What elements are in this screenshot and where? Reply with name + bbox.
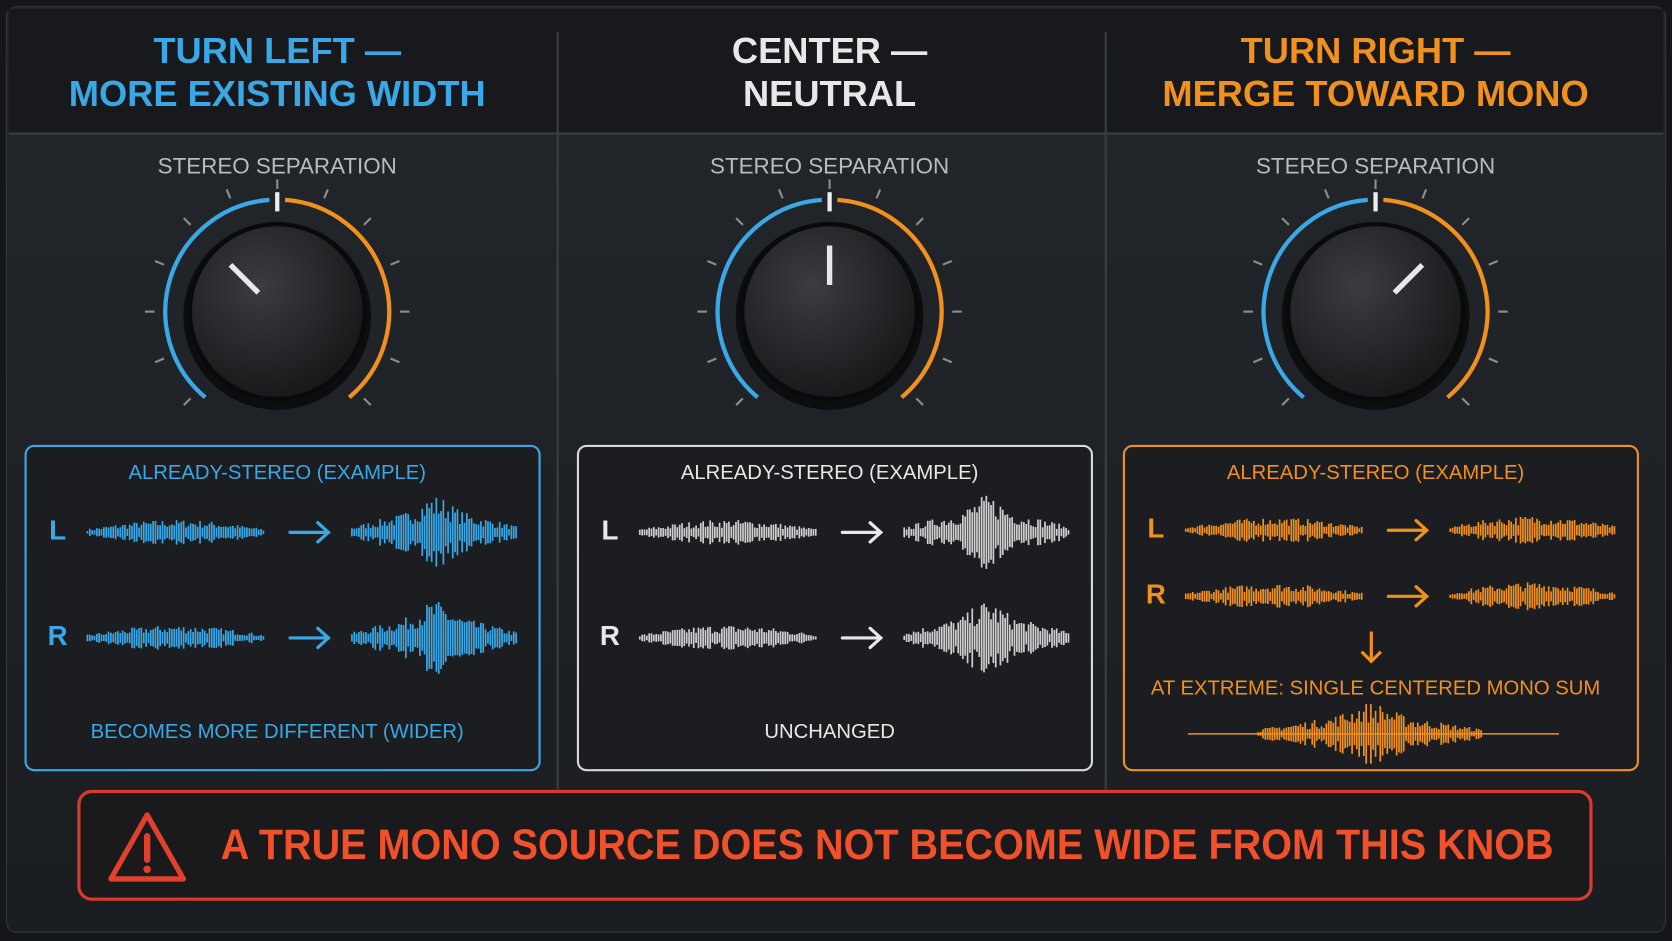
arrow (288, 626, 331, 650)
knob-label: STEREO SEPARATION (158, 154, 397, 179)
panel-title: TURN LEFT — (153, 30, 401, 71)
knob-tick (942, 260, 953, 266)
arc-left (163, 197, 270, 400)
down-arrow (1360, 631, 1383, 664)
channel-label: L (601, 515, 618, 546)
knob-tick (1488, 357, 1499, 364)
knob (187, 222, 367, 402)
waveform (1449, 516, 1616, 544)
knob-tick (1281, 217, 1290, 226)
box-title: ALREADY-STEREO (EXAMPLE) (681, 462, 978, 484)
knob-tick (915, 217, 924, 226)
waveform (86, 520, 265, 545)
knob-tick (735, 217, 744, 226)
knob-tick (707, 357, 717, 364)
knob-tick (1488, 260, 1499, 266)
arrow (840, 626, 884, 650)
arrow (840, 521, 884, 544)
box-title: ALREADY-STEREO (EXAMPLE) (129, 462, 426, 484)
knob-tick (154, 357, 165, 364)
panel-title: TURN RIGHT — (1241, 30, 1512, 71)
knob-tick (1281, 397, 1290, 406)
arrow (288, 521, 331, 544)
knob-pointer (228, 262, 261, 295)
box-title: ALREADY-STEREO (EXAMPLE) (1227, 462, 1524, 484)
waveform (1184, 585, 1363, 608)
arc-left (1261, 197, 1368, 400)
knob-pointer (1392, 262, 1425, 295)
warning-icon (108, 812, 187, 882)
knob-tick (363, 397, 372, 406)
knob-label: STEREO SEPARATION (1256, 154, 1495, 179)
knob-tick (182, 397, 192, 406)
arc-right (284, 197, 392, 400)
panel-title: NEUTRAL (743, 73, 916, 114)
waveform (1257, 704, 1482, 764)
arrow (1386, 585, 1430, 608)
waveform (638, 520, 817, 545)
caption: UNCHANGED (764, 721, 895, 743)
knob-tick (1323, 189, 1330, 199)
warning-box (77, 789, 1593, 901)
knob-tick (390, 357, 400, 364)
knob-tick (154, 260, 165, 266)
header-band (8, 8, 1664, 134)
caption: AT EXTREME: SINGLE CENTERED MONO SUM (1151, 677, 1600, 699)
caption: BECOMES MORE DIFFERENT (WIDER) (91, 721, 464, 743)
arrow (1386, 519, 1430, 542)
waveform (351, 497, 517, 567)
waveform (638, 626, 817, 650)
knob-tick (915, 397, 924, 406)
channel-label: R (600, 620, 620, 651)
knob (740, 222, 920, 402)
knob-tick (875, 189, 882, 199)
knob-tick (323, 189, 329, 199)
knob-tick (778, 189, 784, 199)
waveform (86, 626, 265, 650)
waveform (1184, 518, 1363, 542)
knob-tick (363, 217, 372, 226)
knob (1285, 222, 1466, 402)
waveform (903, 603, 1070, 673)
channel-label: L (49, 515, 66, 546)
knob-tick (390, 260, 400, 266)
knob-tick (1421, 189, 1428, 199)
waveform (903, 495, 1070, 569)
knob-tick (707, 260, 717, 266)
panel-title: MORE EXISTING WIDTH (69, 73, 486, 114)
knob-tick (1252, 260, 1263, 266)
knob-tick (1252, 357, 1263, 364)
panel-title: CENTER — (732, 30, 928, 71)
knob-tick (942, 357, 953, 364)
arc-right (1383, 197, 1490, 400)
arc-right (837, 197, 944, 400)
knob-tick (182, 217, 192, 226)
panel-title: MERGE TOWARD MONO (1162, 73, 1588, 114)
channel-label: R (1146, 579, 1166, 610)
arc-left (715, 197, 822, 400)
knob-tick (225, 189, 232, 199)
knob-label: STEREO SEPARATION (710, 154, 949, 179)
knob-tick (1461, 397, 1470, 406)
knob-tick (1461, 217, 1470, 226)
channel-label: R (48, 620, 68, 651)
waveform (1449, 582, 1616, 611)
channel-label: L (1147, 513, 1164, 544)
waveform (351, 601, 517, 674)
warning-text: A TRUE MONO SOURCE DOES NOT BECOME WIDE … (221, 821, 1554, 869)
knob-tick (735, 397, 744, 406)
